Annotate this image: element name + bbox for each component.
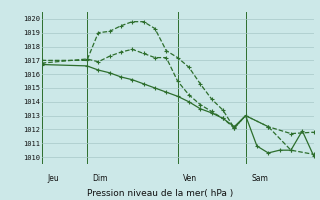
Text: Pression niveau de la mer( hPa ): Pression niveau de la mer( hPa ) <box>87 189 233 198</box>
Text: Ven: Ven <box>183 174 197 183</box>
Text: Jeu: Jeu <box>47 174 59 183</box>
Text: Sam: Sam <box>251 174 268 183</box>
Text: Dim: Dim <box>92 174 108 183</box>
